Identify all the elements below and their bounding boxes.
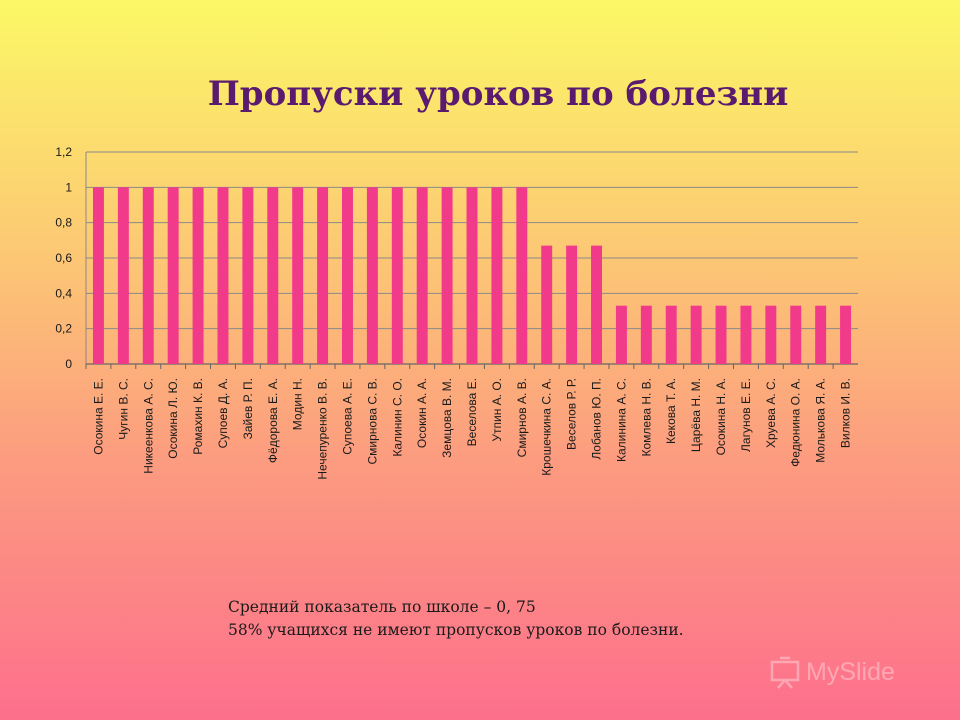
bar bbox=[317, 187, 329, 364]
bar bbox=[815, 305, 827, 364]
bar bbox=[491, 187, 503, 364]
summary-notes: Средний показатель по школе – 0, 75 58% … bbox=[228, 596, 684, 642]
x-tick-label: Комлева Н. В. bbox=[639, 378, 653, 457]
x-tick-label: Осокина Н. А. bbox=[714, 378, 728, 455]
bar bbox=[342, 187, 353, 364]
bar bbox=[192, 187, 204, 364]
y-tick-label: 0 bbox=[65, 357, 72, 371]
x-tick-label: Чугин В. С. bbox=[116, 378, 130, 440]
x-tick-label: Нечепуренко В. В. bbox=[316, 378, 330, 480]
bar bbox=[142, 187, 154, 364]
y-tick-label: 0,4 bbox=[55, 286, 72, 300]
x-tick-label: Вилков И. В. bbox=[839, 378, 853, 448]
bar bbox=[765, 305, 777, 364]
y-tick-label: 0,2 bbox=[55, 322, 72, 336]
bar bbox=[640, 305, 652, 364]
x-tick-label: Лобанов Ю. П. bbox=[590, 378, 604, 460]
x-tick-label: Царёва Н. М. bbox=[689, 378, 703, 452]
bar bbox=[242, 187, 254, 364]
average-note: Средний показатель по школе – 0, 75 bbox=[228, 598, 536, 616]
x-tick-label: Осокин А. А. bbox=[415, 378, 429, 448]
x-tick-label: Калинин С. О. bbox=[390, 378, 404, 457]
y-tick-label: 1 bbox=[65, 180, 72, 194]
y-tick-label: 0,6 bbox=[55, 251, 72, 265]
x-tick-label: Супоев Д. А. bbox=[216, 378, 230, 448]
x-tick-label: Модин Н. bbox=[291, 378, 305, 430]
x-tick-label: Земцова В. М. bbox=[440, 378, 454, 458]
bar bbox=[516, 187, 528, 364]
x-tick-label: Утпин А. О. bbox=[490, 378, 504, 442]
bar bbox=[591, 245, 602, 364]
bar bbox=[466, 187, 478, 364]
x-tick-label: Лагунов Е. Е. bbox=[739, 378, 753, 452]
bar bbox=[217, 187, 229, 364]
bar-chart: 0 0,2 0,4 0,6 0,8 1 1,2 Осокина Е. Е. Чугин В. С… bbox=[55, 145, 858, 480]
x-tick-label: Осокина Е. Е. bbox=[91, 378, 105, 455]
bar bbox=[416, 187, 428, 364]
y-tick-label: 1,2 bbox=[55, 145, 72, 159]
bar bbox=[441, 187, 453, 364]
x-tick-label: Крошечкина С. А. bbox=[540, 378, 554, 476]
watermark-logo: MySlide bbox=[770, 656, 930, 696]
x-tick-label: Молькова Я. А. bbox=[814, 378, 828, 463]
bar bbox=[541, 245, 553, 364]
x-tick-label: Веселова Е. bbox=[465, 378, 479, 446]
x-tick-label: Никеенкова А. С. bbox=[141, 378, 155, 474]
x-tick-label: Супоева А. Е. bbox=[340, 378, 354, 455]
x-tick-label: Осокина Л. Ю. bbox=[166, 378, 180, 459]
x-tick-label: Калинина А. С. bbox=[614, 378, 628, 462]
bar bbox=[715, 305, 727, 364]
bar bbox=[391, 187, 403, 364]
bar bbox=[292, 187, 304, 364]
presentation-board-icon bbox=[770, 656, 800, 689]
bar bbox=[665, 305, 677, 364]
x-tick-label: Смирнова С. В. bbox=[365, 378, 379, 465]
bar bbox=[117, 187, 129, 364]
bar bbox=[267, 187, 279, 364]
bar bbox=[790, 305, 802, 364]
x-tick-label: Зайев Р. П. bbox=[241, 378, 255, 439]
x-tick-label: Фёдорова Е. А. bbox=[266, 378, 280, 463]
x-tick-label: Ромахин К. В. bbox=[191, 378, 205, 455]
bar bbox=[840, 305, 852, 364]
bar bbox=[366, 187, 378, 364]
x-tick-label: Смирнов А. В. bbox=[515, 378, 529, 457]
watermark-text: MySlide bbox=[806, 658, 895, 686]
bar bbox=[615, 305, 627, 364]
chart-title: Пропуски уроков по болезни bbox=[207, 74, 789, 114]
bar bbox=[690, 305, 702, 364]
x-tick-label: Хруева А. С. bbox=[764, 378, 778, 448]
x-tick-label: Веселов Р. Р. bbox=[565, 378, 579, 450]
x-tick-label: Кекова Т. А. bbox=[664, 378, 678, 444]
bar bbox=[167, 187, 179, 364]
x-tick-label: Федюнина О. А. bbox=[789, 378, 803, 467]
y-tick-label: 0,8 bbox=[55, 216, 72, 230]
bar bbox=[740, 305, 752, 364]
bar bbox=[566, 245, 578, 364]
bar bbox=[92, 187, 104, 364]
no-absence-note: 58% учащихся не имеют пропусков уроков п… bbox=[228, 621, 684, 639]
